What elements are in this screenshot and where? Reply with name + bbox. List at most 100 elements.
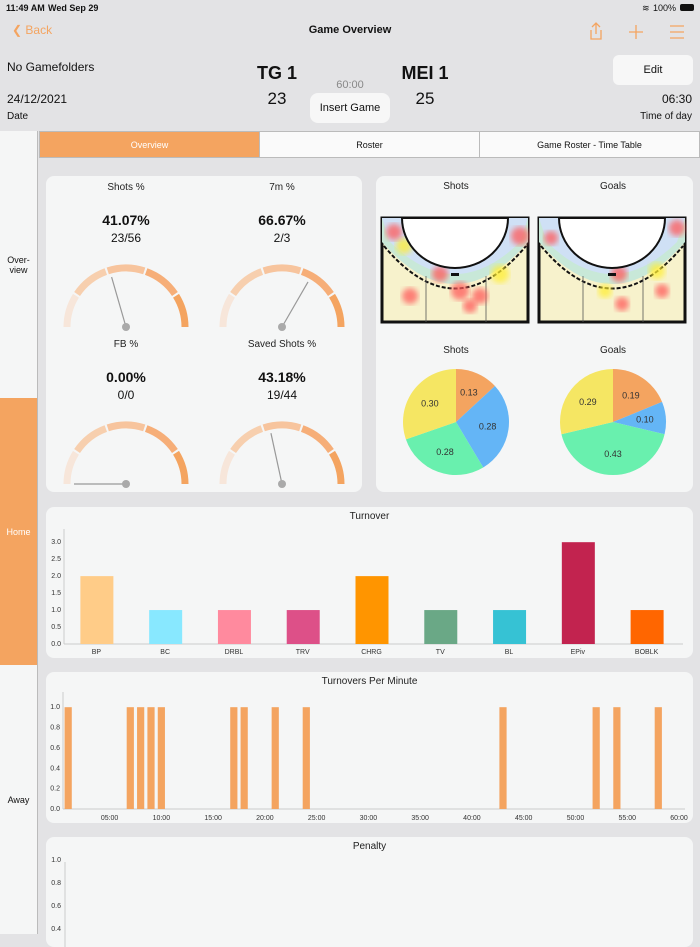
gauge-title: Shots % [107, 182, 145, 193]
x-tick-label: DRBL [225, 649, 244, 656]
share-icon[interactable] [588, 21, 604, 41]
gauge-title: Saved Shots % [247, 339, 317, 350]
game-date: 24/12/2021 [7, 92, 68, 106]
gauge-segment [144, 268, 178, 297]
x-tick-label: TRV [296, 649, 310, 656]
x-tick-label: 60:00 [670, 815, 688, 822]
date-label: Date [7, 111, 29, 122]
gauge-title: 7m % [269, 182, 295, 193]
heat-spot [491, 265, 509, 283]
shots-heatmap-title: Shots [443, 181, 469, 192]
chevron-left-icon: ❮ [12, 23, 26, 37]
game-folder: No Gamefolders [7, 60, 95, 74]
pie-label: 0.10 [636, 415, 654, 425]
time-of-day-label: Time of day [640, 111, 692, 122]
gauge-segment [106, 421, 146, 432]
pie-label: 0.29 [579, 397, 597, 407]
y-tick-label: 1.0 [51, 607, 61, 614]
y-tick-label: 0.6 [50, 745, 60, 752]
x-tick-label: 35:00 [411, 815, 429, 822]
y-tick-label: 0.5 [51, 624, 61, 631]
x-tick-label: EPiv [571, 649, 586, 656]
bar [137, 707, 145, 809]
gauge-ratio: 23/56 [110, 231, 142, 245]
insert-game-button[interactable]: Insert Game [310, 93, 390, 123]
sidebar-label: Home [6, 526, 31, 537]
x-tick-label: BL [505, 649, 514, 656]
shot-maps-card: Shots Goals Shots Goals 0.13 0.28 0.28 0.30… [376, 176, 693, 492]
gauge-segment [230, 425, 264, 454]
x-tick-label: 25:00 [308, 815, 326, 822]
y-tick-label: 0.8 [50, 725, 60, 732]
x-tick-label: 55:00 [618, 815, 636, 822]
pie-slice [405, 422, 484, 475]
y-tick-label: 2.5 [51, 556, 61, 563]
tab-game-roster-time-table[interactable]: Game Roster - Time Table [479, 131, 700, 158]
heat-spot [432, 266, 448, 282]
back-label: Back [25, 23, 53, 37]
tab-overview[interactable]: Overview [39, 131, 260, 158]
bar [613, 707, 621, 809]
bar [630, 610, 664, 644]
home-score: 23 [267, 89, 287, 108]
gauge-1: 7m % 66.67% 2/3 [202, 176, 362, 333]
gauge-segment [262, 264, 302, 275]
bar [424, 610, 458, 644]
battery-level: 100% [653, 3, 677, 13]
gauge-2: FB % 0.00% 0/0 [46, 333, 206, 490]
gauge-segment [329, 450, 345, 485]
gauge-dial [219, 264, 345, 331]
y-tick-label: 0.0 [51, 641, 61, 648]
bar [493, 610, 527, 644]
heat-spot [615, 297, 629, 311]
away-score: 25 [415, 89, 435, 108]
gauge-0: Shots % 41.07% 23/56 [46, 176, 206, 333]
gauge-segment [63, 293, 79, 328]
gauge-segment [74, 268, 108, 297]
bar [149, 610, 183, 644]
gauge-segment [74, 425, 108, 454]
y-tick-label: 0.0 [50, 806, 60, 813]
x-tick-label: BOBLK [635, 649, 659, 656]
menu-icon[interactable] [669, 24, 685, 40]
y-tick-label: 0.4 [51, 926, 61, 933]
heat-spot [451, 282, 469, 300]
heat-spot [598, 284, 612, 298]
wifi-icon: ≋ [642, 3, 650, 13]
goals-heatmap-title: Goals [599, 181, 627, 192]
pie-label: 0.28 [479, 422, 497, 432]
edit-button[interactable]: Edit [613, 55, 693, 85]
pie-slice [613, 401, 666, 435]
pie-slice [456, 386, 509, 468]
y-tick-label: 3.0 [51, 539, 61, 546]
home-team: TG 1 [256, 63, 297, 83]
back-button[interactable]: ❮ Back [12, 23, 52, 37]
y-tick-label: 2.0 [51, 573, 61, 580]
bar [240, 707, 248, 809]
goals-heatmap [537, 216, 687, 324]
gauge-needle [111, 276, 127, 328]
y-tick-label: 0.4 [50, 765, 60, 772]
bar [157, 707, 165, 809]
chart-title: Turnovers Per Minute [321, 676, 418, 687]
heat-spot [611, 266, 627, 282]
gauge-segment [219, 450, 235, 485]
y-tick-label: 0.2 [50, 786, 60, 793]
pie-label: 0.13 [460, 388, 478, 398]
gauge-ratio: 2/3 [273, 231, 291, 245]
x-tick-label: 05:00 [101, 815, 119, 822]
chart-title: Penalty [352, 841, 387, 852]
bar [355, 576, 389, 644]
sidebar-item-away[interactable]: Away [0, 665, 38, 934]
plus-icon[interactable] [628, 24, 644, 40]
gauge-pivot [122, 323, 130, 331]
sidebar-item-home[interactable]: Home [0, 398, 38, 665]
tab-roster[interactable]: Roster [259, 131, 480, 158]
chart-title: Turnover [349, 511, 390, 522]
goals-pie: 0.19 0.10 0.43 0.29 [560, 369, 666, 475]
heat-spot [463, 299, 477, 313]
x-tick-label: 10:00 [153, 815, 171, 822]
sidebar-item-overview[interactable]: Over-view [0, 131, 38, 398]
bar [499, 707, 507, 809]
gauge-segment [173, 293, 189, 328]
